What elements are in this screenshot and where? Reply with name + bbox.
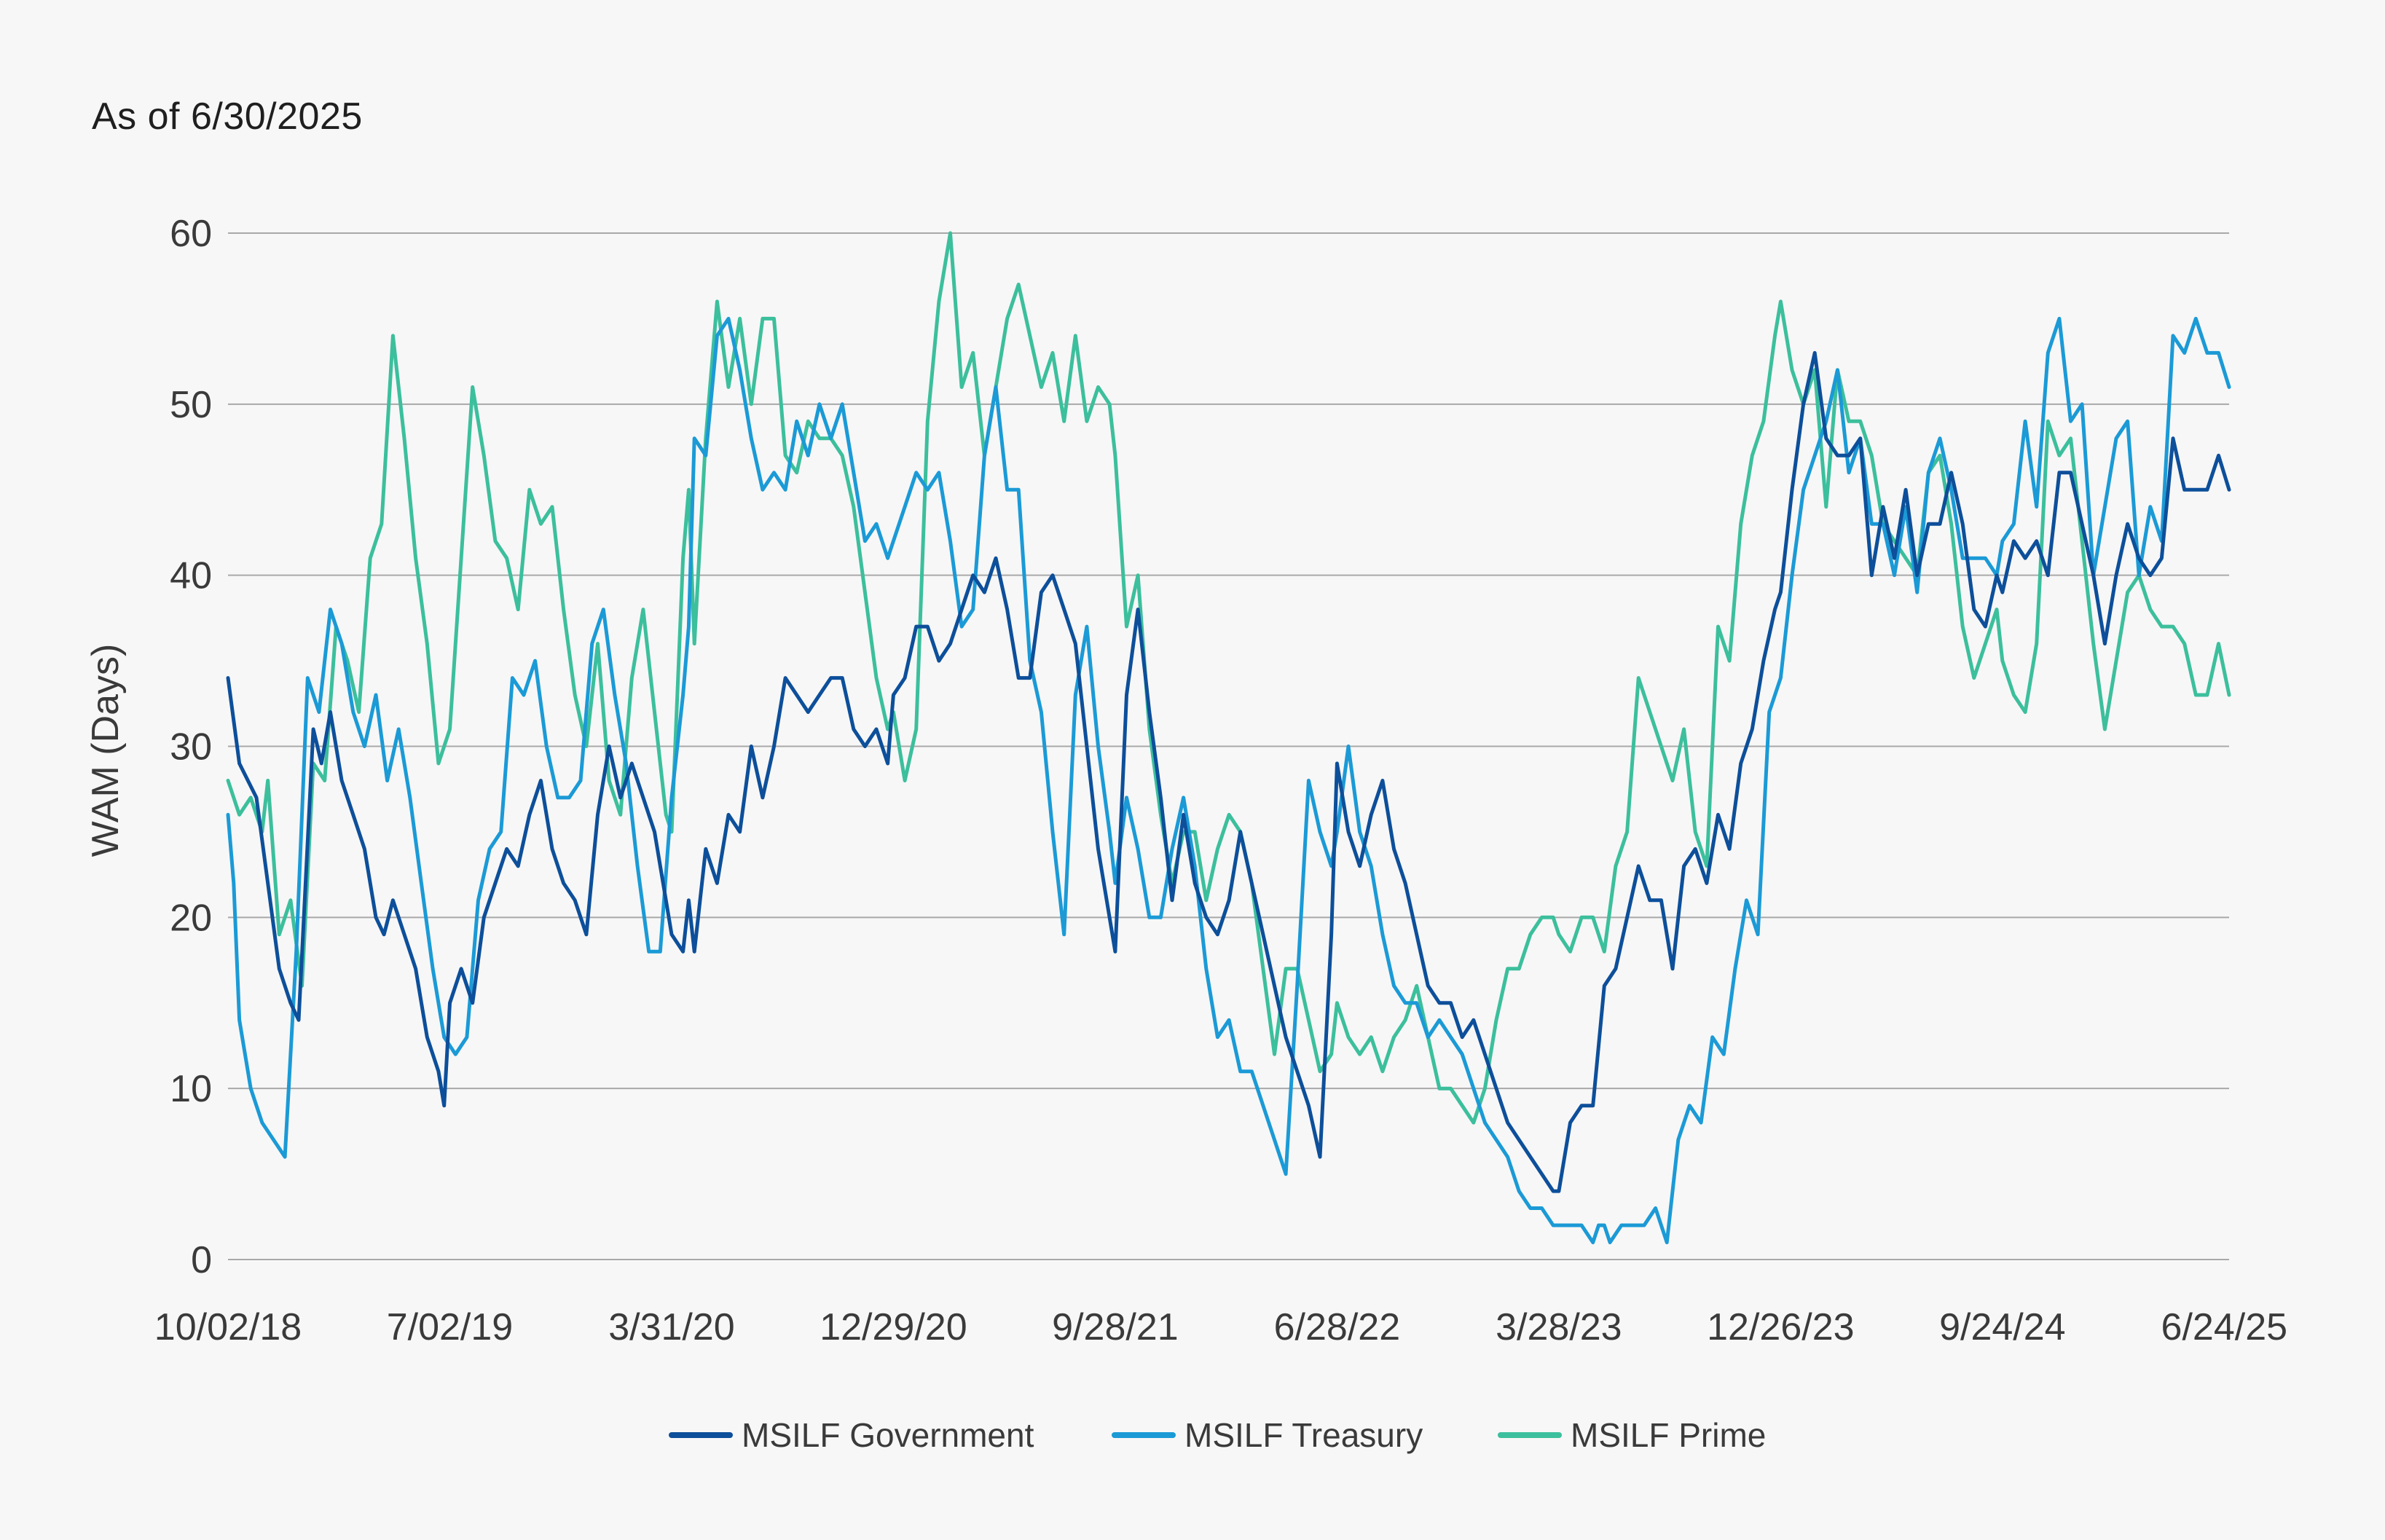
y-axis-label: WAM (Days) <box>85 644 127 857</box>
legend-label: MSILF Prime <box>1571 1416 1766 1454</box>
x-tick-label: 9/24/24 <box>1939 1306 2066 1348</box>
y-tick-label: 60 <box>170 213 212 255</box>
x-tick-label: 10/02/18 <box>154 1306 302 1348</box>
legend-label: MSILF Government <box>742 1416 1034 1454</box>
x-axis-ticks: 10/02/18 7/02/19 3/31/20 12/29/20 9/28/21 6/2… <box>154 1306 2287 1348</box>
x-tick-label: 12/26/23 <box>1707 1306 1854 1348</box>
series-lines <box>226 231 2231 1244</box>
x-tick-label: 6/24/25 <box>2161 1306 2288 1348</box>
x-tick-label: 7/02/19 <box>387 1306 514 1348</box>
legend-label: MSILF Treasury <box>1184 1416 1423 1454</box>
series-line-msilf-treasury <box>226 316 2231 1244</box>
y-tick-label: 40 <box>170 555 212 597</box>
y-tick-label: 0 <box>191 1239 212 1281</box>
x-tick-label: 9/28/21 <box>1052 1306 1179 1348</box>
gridlines <box>228 232 2229 1260</box>
y-tick-label: 30 <box>170 726 212 769</box>
y-tick-label: 50 <box>170 384 212 426</box>
y-tick-label: 10 <box>170 1068 212 1110</box>
series-line-msilf-government <box>226 350 2231 1193</box>
y-tick-label: 20 <box>170 897 212 939</box>
x-tick-label: 6/28/22 <box>1274 1306 1401 1348</box>
x-tick-label: 12/29/20 <box>820 1306 967 1348</box>
x-tick-label: 3/31/20 <box>608 1306 735 1348</box>
chart-subtitle: As of 6/30/2025 <box>92 95 363 138</box>
y-axis-ticks: 0 10 20 30 40 50 60 <box>170 213 212 1281</box>
series-line-msilf-prime <box>226 231 2231 1125</box>
legend: MSILF Government MSILF Treasury MSILF Prim… <box>669 1416 1766 1454</box>
x-tick-label: 3/28/23 <box>1496 1306 1622 1348</box>
